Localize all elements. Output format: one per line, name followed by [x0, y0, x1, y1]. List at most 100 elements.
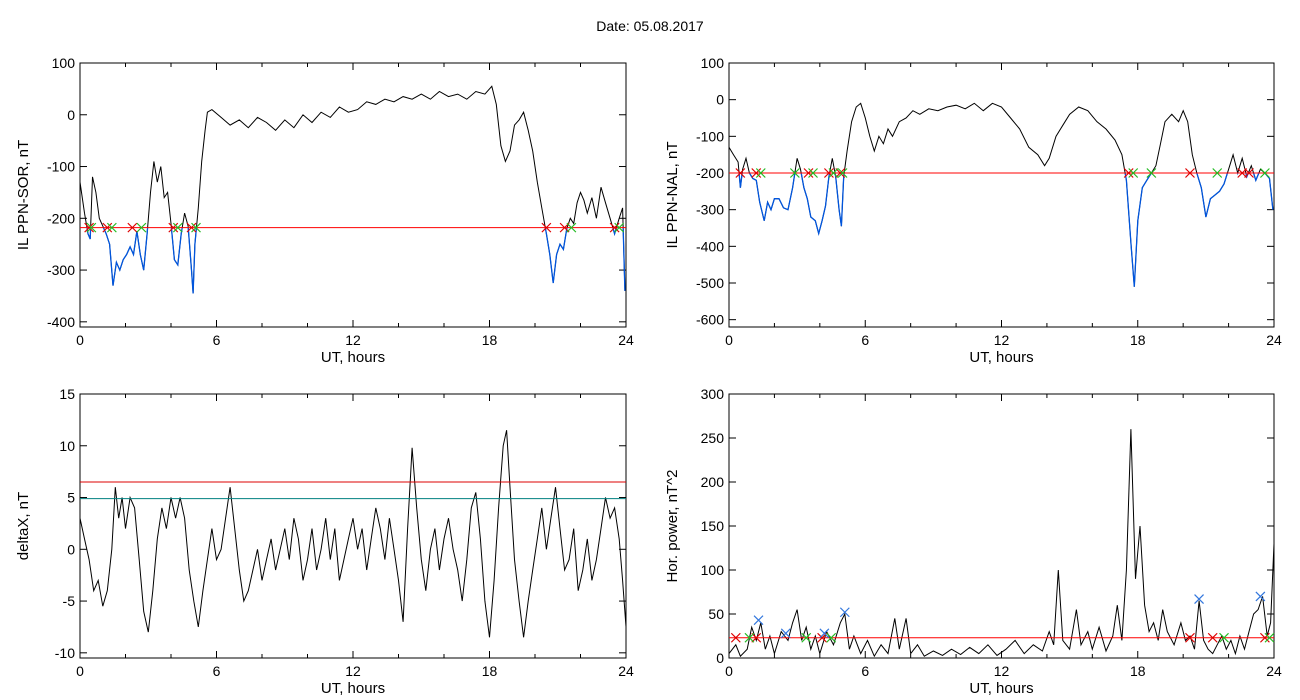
marker-red — [1244, 168, 1254, 178]
marker-green — [837, 168, 848, 178]
y-axis-label: Hor. power, nT^2 — [664, 470, 681, 583]
marker-red — [803, 168, 814, 178]
marker-green — [614, 222, 625, 233]
marker-green — [86, 222, 97, 233]
x-tick-label: 12 — [994, 332, 1010, 348]
series-below-threshold — [738, 173, 1274, 287]
y-tick-label: 0 — [716, 92, 724, 108]
y-axis-label: IL PPN-SOR, nT — [15, 140, 32, 250]
y-tick-label: -200 — [47, 210, 75, 226]
x-tick-label: 12 — [345, 332, 361, 348]
y-tick-label: 100 — [701, 562, 725, 578]
x-tick-label: 18 — [1130, 332, 1146, 348]
marker-green — [755, 168, 766, 178]
marker-red — [84, 222, 95, 233]
marker-blue — [819, 628, 830, 639]
plot-frame — [79, 62, 627, 328]
y-tick-label: -500 — [696, 275, 724, 291]
x-tick-label: 24 — [1266, 332, 1282, 348]
marker-green — [808, 168, 818, 178]
x-tick-label: 24 — [1266, 663, 1282, 679]
marker-blue — [839, 607, 850, 618]
marker-red — [823, 168, 834, 178]
chart-nal: 0 6 12 18 24 100 0 -100 -200 -300 -400 -500 -600 UT, … — [664, 55, 1282, 366]
marker-blue — [780, 628, 791, 639]
y-tick-label: -10 — [55, 645, 75, 661]
y-tick-label: -100 — [47, 159, 75, 175]
chart-sor: 0 6 12 18 24 100 0 -100 -200 -300 -400 UT, hours IL … — [15, 55, 634, 366]
x-axis-label: UT, hours — [969, 349, 1033, 366]
marker-green — [826, 632, 837, 643]
x-tick-label: 0 — [76, 663, 84, 679]
x-tick-label: 18 — [482, 663, 498, 679]
x-tick-label: 6 — [861, 332, 869, 348]
y-tick-label: -400 — [47, 314, 75, 330]
x-tick-label: 0 — [725, 663, 733, 679]
chart-power: 0 6 12 18 24 300 250 200 150 100 50 0 UT, hours Hor. … — [664, 386, 1282, 697]
x-tick-label: 6 — [861, 663, 869, 679]
plot-frame — [728, 62, 1275, 328]
marker-green — [172, 222, 183, 233]
y-tick-label: 200 — [701, 474, 725, 490]
series-line — [80, 430, 626, 638]
y-tick-label: 250 — [701, 430, 725, 446]
y-tick-label: 0 — [716, 650, 724, 666]
marker-red — [186, 222, 197, 233]
x-tick-label: 6 — [213, 663, 221, 679]
series-line — [80, 85, 626, 294]
y-tick-label: -300 — [47, 262, 75, 278]
y-axis-label: deltaX, nT — [15, 492, 32, 560]
y-tick-label: 300 — [701, 386, 725, 402]
marker-red — [1123, 168, 1134, 178]
marker-red — [1185, 168, 1195, 178]
plot-frame — [728, 393, 1275, 659]
marker-green — [828, 168, 839, 178]
y-tick-label: -300 — [696, 202, 724, 218]
marker-red — [751, 168, 762, 178]
y-axis-label: IL PPN-NAL, nT — [664, 142, 681, 249]
y-tick-label: -5 — [63, 593, 76, 609]
marker-red — [541, 222, 552, 233]
y-tick-label: -600 — [696, 312, 724, 328]
x-tick-label: 12 — [994, 663, 1010, 679]
x-axis-label: UT, hours — [969, 680, 1033, 697]
marker-red — [168, 222, 179, 233]
marker-green — [789, 168, 800, 178]
marker-red — [1207, 632, 1218, 643]
marker-green — [744, 632, 755, 643]
x-axis-label: UT, hours — [321, 349, 385, 366]
marker-green — [1264, 632, 1275, 643]
x-tick-label: 6 — [213, 332, 221, 348]
y-tick-label: -400 — [696, 238, 724, 254]
chart-deltax: 0 6 12 18 24 15 10 5 0 -5 -10 UT, hours deltaX, nT — [15, 386, 634, 697]
x-axis-label: UT, hours — [321, 680, 385, 697]
marker-green — [1212, 168, 1223, 178]
marker-green — [191, 222, 201, 233]
marker-blue — [1255, 591, 1266, 602]
x-tick-label: 18 — [482, 332, 498, 348]
marker-green — [801, 632, 812, 643]
x-tick-label: 24 — [618, 663, 634, 679]
marker-red — [730, 632, 741, 643]
marker-red — [1259, 632, 1270, 643]
y-tick-label: 0 — [67, 107, 75, 123]
y-tick-label: 0 — [67, 541, 75, 557]
y-tick-label: -200 — [696, 165, 724, 181]
figure-title: Date: 05.08.2017 — [596, 18, 704, 34]
marker-green — [1219, 632, 1229, 643]
marker-red — [1185, 632, 1195, 643]
marker-red — [127, 222, 138, 233]
series-below-threshold — [86, 227, 626, 294]
y-tick-label: -100 — [696, 128, 724, 144]
series-line — [729, 429, 1274, 658]
y-tick-label: 15 — [59, 386, 75, 402]
x-tick-label: 0 — [76, 332, 84, 348]
marker-blue — [1194, 594, 1204, 604]
y-tick-label: 50 — [708, 606, 724, 622]
x-tick-label: 18 — [1130, 663, 1146, 679]
x-tick-label: 12 — [345, 663, 361, 679]
marker-red — [735, 168, 746, 178]
marker-green — [1128, 168, 1139, 178]
y-tick-label: 10 — [59, 438, 75, 454]
